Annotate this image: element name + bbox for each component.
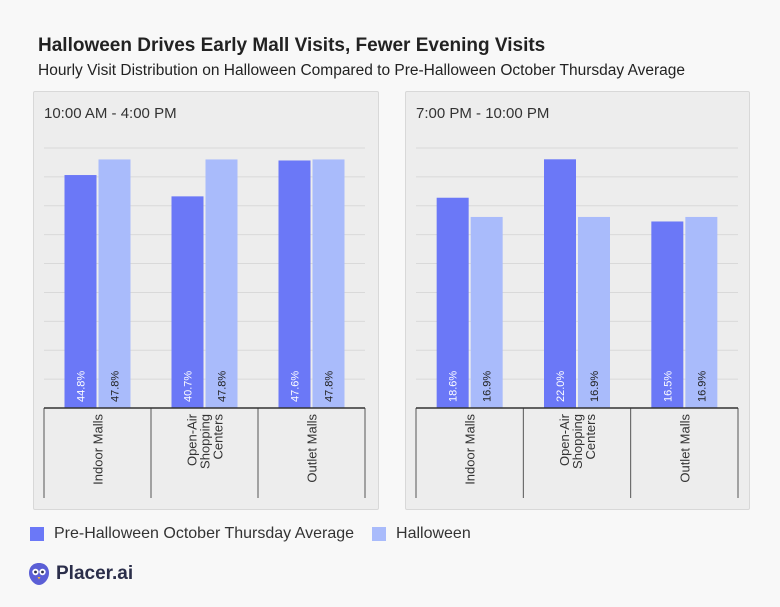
- bar: [685, 216, 718, 408]
- legend-swatch-pre: [30, 527, 44, 541]
- bar: [436, 197, 469, 408]
- panel-title-daytime: 10:00 AM - 4:00 PM: [44, 105, 177, 122]
- bar: [578, 216, 610, 408]
- bar: [544, 159, 576, 408]
- category-label-line: Indoor Malls: [91, 414, 106, 485]
- bar: [171, 196, 204, 408]
- data-label: 16.9%: [482, 371, 494, 402]
- category-label-line: Open-Air: [185, 413, 200, 466]
- chart-title: Halloween Drives Early Mall Visits, Fewe…: [38, 35, 546, 56]
- category-label-line: Outlet Malls: [305, 414, 320, 483]
- bar: [651, 221, 684, 408]
- data-label: 18.6%: [448, 371, 460, 402]
- legend: Pre-Halloween October Thursday Average H…: [30, 525, 489, 543]
- data-label: 44.8%: [76, 371, 88, 402]
- data-label: 16.5%: [662, 371, 674, 402]
- bar: [470, 216, 503, 408]
- data-label: 16.9%: [589, 371, 601, 402]
- category-label: Indoor Malls: [91, 414, 106, 485]
- category-label-line: Outlet Malls: [677, 414, 692, 483]
- category-label-line: Shopping: [570, 414, 585, 469]
- legend-item-halloween: Halloween: [372, 525, 471, 543]
- brand-logo: Placer.ai: [28, 562, 133, 586]
- chart-subtitle: Hourly Visit Distribution on Halloween C…: [38, 62, 686, 79]
- legend-item-pre: Pre-Halloween October Thursday Average: [30, 525, 354, 543]
- data-label: 40.7%: [183, 371, 195, 402]
- bar: [278, 160, 311, 408]
- category-label-line: Indoor Malls: [463, 414, 478, 485]
- legend-label-halloween: Halloween: [396, 525, 471, 542]
- legend-label-pre: Pre-Halloween October Thursday Average: [54, 525, 355, 542]
- category-label-line: Open-Air: [557, 413, 572, 466]
- category-label: Outlet Malls: [305, 414, 320, 483]
- data-label: 47.8%: [110, 371, 122, 402]
- category-label: Outlet Malls: [677, 414, 692, 483]
- brand-name: Placer.ai: [56, 563, 134, 584]
- category-label: Indoor Malls: [463, 414, 478, 485]
- bar-chart-daytime: 44.8% 47.8% Indoor Malls 40.7% 47.8% Open-Air…: [43, 147, 366, 498]
- data-label: 47.8%: [217, 371, 229, 402]
- placer-owl-icon: [29, 563, 49, 585]
- category-label-line: Shopping: [198, 414, 213, 469]
- bar: [205, 159, 238, 408]
- bar: [312, 159, 345, 408]
- legend-swatch-halloween: [372, 527, 387, 541]
- category-label-line: Centers: [583, 414, 598, 460]
- chart-panel-evening: 7:00 PM - 10:00 PM 18.6% 16.9% Indoor Mall…: [405, 91, 750, 510]
- data-label: 16.9%: [696, 371, 708, 402]
- category-label-line: Centers: [211, 414, 226, 460]
- bar: [98, 159, 131, 408]
- bar: [64, 175, 97, 408]
- data-label: 22.0%: [555, 371, 567, 402]
- data-label: 47.6%: [290, 371, 302, 402]
- data-label: 47.8%: [324, 371, 336, 402]
- chart-panel-daytime: 10:00 AM - 4:00 PM 44.8% 47.8% Indoor Mall…: [33, 91, 379, 510]
- bar-chart-evening: 18.6% 16.9% Indoor Malls 22.0% 16.9% Open-Air…: [415, 147, 739, 498]
- panel-title-evening: 7:00 PM - 10:00 PM: [416, 105, 550, 122]
